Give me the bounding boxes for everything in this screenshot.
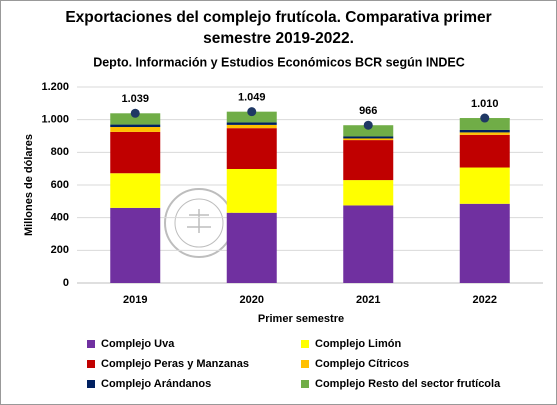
- watermark-seal: [164, 188, 234, 258]
- bar-segment: [343, 138, 394, 141]
- x-tick-label: 2020: [240, 294, 264, 306]
- bar-segment: [459, 203, 510, 283]
- total-marker: [247, 107, 257, 117]
- y-tick-label: 400: [51, 212, 69, 224]
- legend-swatch: [87, 340, 95, 348]
- total-label: 1.010: [471, 98, 499, 110]
- bar-segment: [459, 167, 510, 204]
- x-axis-label: Primer semestre: [258, 313, 344, 325]
- bar-segment: [110, 127, 161, 132]
- y-tick-label: 600: [51, 179, 69, 191]
- bar-segment: [226, 122, 277, 125]
- chart-title: Exportaciones del complejo frutícola. Co…: [65, 9, 492, 47]
- legend-swatch: [87, 380, 95, 388]
- total-marker: [130, 108, 140, 118]
- legend-swatch: [301, 380, 309, 388]
- y-tick-label: 800: [51, 146, 69, 158]
- y-tick-label: 1.000: [41, 114, 69, 126]
- bar-segment: [343, 205, 394, 283]
- legend-swatch: [301, 340, 309, 348]
- bar-segment: [459, 129, 510, 133]
- bar-segment: [226, 128, 277, 169]
- legend-label: Complejo Resto del sector frutícola: [315, 378, 501, 390]
- total-label: 1.049: [238, 92, 266, 104]
- legend-label: Complejo Cítricos: [315, 358, 409, 370]
- y-tick-label: 1.200: [41, 81, 69, 93]
- bar-segment: [343, 140, 394, 181]
- bar-segment: [226, 168, 277, 213]
- y-tick-label: 0: [63, 277, 69, 289]
- bar-segment: [459, 134, 510, 168]
- total-label: 966: [359, 105, 377, 117]
- legend-label: Complejo Peras y Manzanas: [101, 358, 249, 370]
- y-axis-label: Millones de dólares: [23, 134, 35, 236]
- bar-segment: [459, 132, 510, 135]
- x-tick-label: 2019: [123, 294, 147, 306]
- bar-segment: [343, 136, 394, 139]
- bar-segment: [110, 207, 161, 283]
- bar-segment: [110, 124, 161, 128]
- bar-segment: [459, 118, 510, 130]
- bar-segment: [226, 212, 277, 283]
- x-tick-label: 2021: [356, 294, 380, 306]
- chart-subtitle: Depto. Información y Estudios Económicos…: [93, 55, 465, 69]
- y-tick-label: 200: [51, 244, 69, 256]
- bar-segment: [226, 124, 277, 129]
- bar-segment: [110, 173, 161, 208]
- x-tick-label: 2022: [473, 294, 497, 306]
- bar-segment: [110, 113, 161, 125]
- legend-swatch: [87, 360, 95, 368]
- total-label: 1.039: [121, 93, 149, 105]
- bar-segment: [343, 180, 394, 206]
- legend-swatch: [301, 360, 309, 368]
- legend-label: Complejo Limón: [315, 338, 401, 350]
- legend-label: Complejo Uva: [101, 338, 175, 350]
- bar-segment: [110, 131, 161, 174]
- total-marker: [363, 120, 373, 130]
- bar-segment: [343, 125, 394, 137]
- legend-label: Complejo Arándanos: [101, 378, 211, 390]
- total-marker: [480, 113, 490, 123]
- bar-segment: [226, 111, 277, 123]
